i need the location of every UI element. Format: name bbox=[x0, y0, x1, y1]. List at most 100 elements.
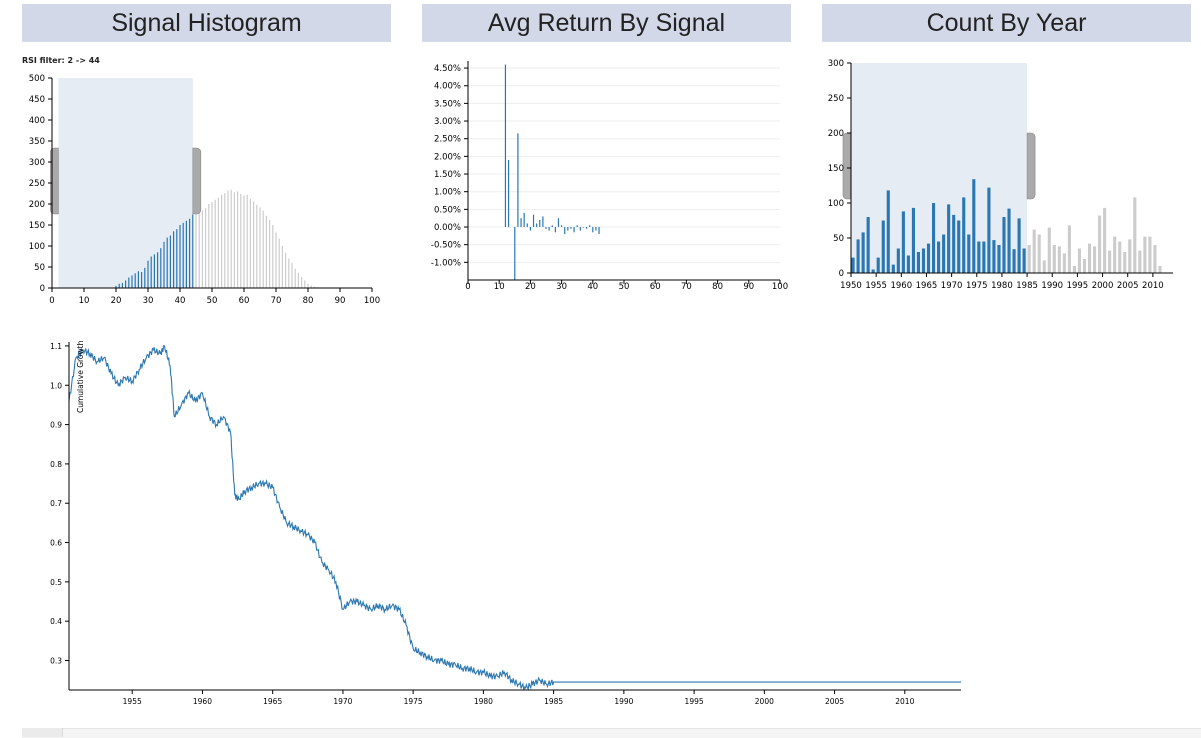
histogram-bar bbox=[298, 273, 299, 288]
growth-x-tick-label: 1955 bbox=[123, 697, 142, 706]
return-y-tick-label: 1.50% bbox=[434, 170, 461, 180]
histogram-bar bbox=[231, 190, 232, 288]
histogram-bar bbox=[240, 194, 241, 288]
histogram-bar bbox=[224, 193, 225, 288]
histogram-bar bbox=[138, 271, 139, 288]
histogram-bar bbox=[122, 283, 123, 288]
year-x-tick-label: 1975 bbox=[966, 281, 988, 291]
histogram-y-tick-label: 350 bbox=[29, 137, 45, 147]
year-bar bbox=[942, 235, 945, 274]
growth-x-tick-label: 1965 bbox=[263, 697, 282, 706]
year-x-tick-label: 2000 bbox=[1092, 281, 1114, 291]
count-by-year-title: Count By Year bbox=[822, 4, 1191, 42]
year-bar bbox=[1093, 246, 1096, 273]
year-bar bbox=[862, 232, 865, 273]
histogram-bar bbox=[227, 191, 228, 288]
growth-y-tick-label: 0.3 bbox=[50, 657, 62, 666]
histogram-bar bbox=[167, 238, 168, 288]
histogram-bar bbox=[288, 259, 289, 288]
year-x-tick-label: 1965 bbox=[916, 281, 938, 291]
histogram-bar bbox=[291, 263, 292, 288]
return-bar bbox=[570, 227, 571, 229]
return-bar bbox=[586, 227, 587, 229]
year-bar bbox=[1158, 266, 1161, 273]
year-bar bbox=[1123, 252, 1126, 273]
year-bar bbox=[1048, 228, 1051, 274]
year-bar bbox=[1078, 249, 1081, 274]
histogram-bar bbox=[141, 272, 142, 288]
histogram-bar bbox=[195, 213, 196, 288]
return-bar bbox=[595, 227, 596, 231]
year-bar bbox=[937, 242, 940, 274]
histogram-y-tick-label: 50 bbox=[34, 263, 45, 273]
year-bar bbox=[1002, 217, 1005, 273]
histogram-bar bbox=[151, 257, 152, 289]
histogram-bar bbox=[250, 199, 251, 288]
year-bar bbox=[967, 235, 970, 274]
growth-y-tick-label: 0.9 bbox=[50, 421, 62, 430]
year-bar bbox=[1118, 242, 1121, 274]
histogram-bar bbox=[135, 273, 136, 288]
cumulative-growth-line bbox=[69, 346, 961, 690]
growth-y-tick-label: 0.8 bbox=[50, 460, 62, 469]
year-bar bbox=[1133, 197, 1136, 273]
growth-y-tick-label: 1.1 bbox=[50, 342, 62, 351]
return-bar bbox=[536, 223, 537, 227]
year-bar bbox=[952, 215, 955, 273]
return-bar bbox=[583, 227, 584, 228]
histogram-x-tick-label: 30 bbox=[143, 296, 154, 306]
return-bar bbox=[545, 227, 546, 229]
year-bar bbox=[1038, 235, 1041, 274]
year-bar bbox=[922, 249, 925, 274]
year-y-tick-label: 50 bbox=[833, 234, 844, 244]
return-bar bbox=[567, 227, 568, 231]
year-bar bbox=[852, 258, 855, 273]
growth-x-tick-label: 1975 bbox=[404, 697, 423, 706]
year-y-tick-label: 100 bbox=[828, 199, 844, 209]
year-x-tick-label: 1970 bbox=[941, 281, 963, 291]
histogram-bar bbox=[215, 200, 216, 288]
signal-histogram-title: Signal Histogram bbox=[22, 4, 391, 42]
return-x-tick-label: 20 bbox=[525, 282, 536, 292]
histogram-bar bbox=[263, 211, 264, 288]
histogram-bar bbox=[170, 236, 171, 289]
histogram-y-tick-label: 500 bbox=[29, 74, 45, 84]
histogram-x-tick-label: 10 bbox=[79, 296, 90, 306]
return-bar bbox=[573, 227, 574, 232]
year-bar bbox=[997, 245, 1000, 273]
histogram-bar bbox=[154, 254, 155, 288]
histogram-y-tick-label: 200 bbox=[29, 200, 45, 210]
histogram-x-tick-label: 50 bbox=[207, 296, 218, 306]
year-bar bbox=[1068, 225, 1071, 273]
return-bar bbox=[533, 215, 534, 227]
footer-tab[interactable] bbox=[22, 728, 63, 737]
histogram-bar bbox=[275, 233, 276, 288]
histogram-y-tick-label: 300 bbox=[29, 158, 45, 168]
return-x-tick-label: 10 bbox=[494, 282, 505, 292]
return-bar bbox=[592, 227, 593, 232]
year-bar bbox=[1153, 245, 1156, 273]
growth-x-tick-label: 2010 bbox=[895, 697, 914, 706]
year-bar bbox=[1058, 246, 1061, 273]
return-bar bbox=[580, 227, 581, 231]
return-y-tick-label: -0.50% bbox=[431, 241, 461, 251]
histogram-bar bbox=[176, 229, 177, 288]
year-bar bbox=[1053, 245, 1056, 273]
year-bar bbox=[982, 242, 985, 274]
year-bar bbox=[1128, 239, 1131, 273]
histogram-x-tick-label: 100 bbox=[364, 296, 380, 306]
return-x-tick-label: 70 bbox=[681, 282, 692, 292]
year-bar bbox=[1083, 259, 1086, 273]
year-bar bbox=[947, 204, 950, 273]
year-brush-handle bbox=[843, 133, 851, 199]
histogram-bar bbox=[253, 201, 254, 288]
year-bar bbox=[872, 270, 875, 274]
histogram-bar bbox=[173, 231, 174, 288]
return-bar bbox=[555, 227, 556, 232]
histogram-bar bbox=[304, 280, 305, 288]
histogram-bar bbox=[205, 208, 206, 288]
year-x-tick-label: 1985 bbox=[1016, 281, 1038, 291]
